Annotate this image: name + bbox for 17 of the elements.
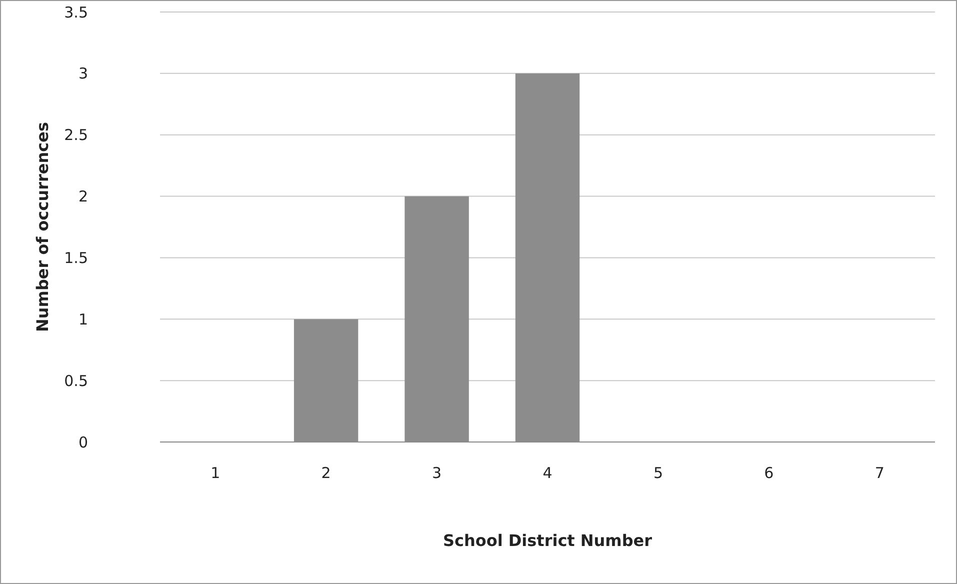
y-tick-label: 1.5 [64,248,88,267]
x-tick-label: 6 [764,464,774,482]
x-tick-label: 2 [321,464,331,482]
x-axis-title: School District Number [442,531,652,550]
y-tick-label: 0.5 [64,372,88,390]
y-tick-label: 0 [78,433,88,452]
y-tick-label: 2.5 [64,126,88,144]
x-tick-label: 5 [653,464,663,482]
y-tick-label: 2 [78,188,88,206]
x-tick-label: 1 [210,464,220,482]
x-tick-label: 7 [874,464,884,482]
y-tick-label: 1 [78,310,88,328]
y-axis-title: Number of occurrences [33,122,52,332]
y-tick-label: 3 [78,64,88,83]
x-tick-label: 4 [542,464,552,482]
y-tick-label: 3.5 [64,3,88,22]
x-tick-label: 3 [432,464,442,482]
